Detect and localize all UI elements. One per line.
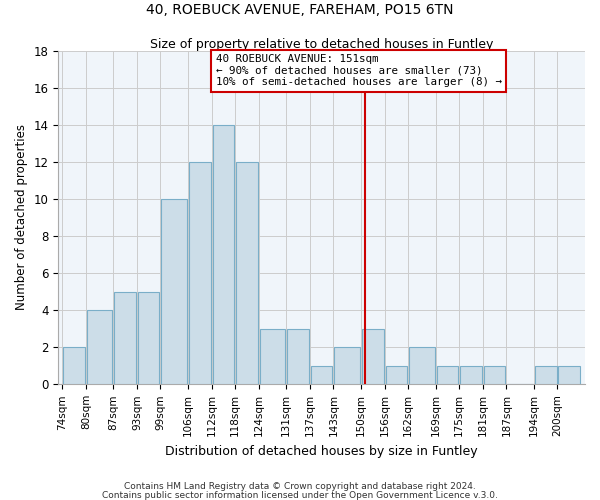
- Bar: [63, 347, 85, 385]
- Bar: [236, 162, 258, 384]
- Bar: [535, 366, 557, 384]
- Bar: [287, 328, 309, 384]
- Y-axis label: Number of detached properties: Number of detached properties: [15, 124, 28, 310]
- Bar: [260, 328, 285, 384]
- Bar: [484, 366, 505, 384]
- Bar: [386, 366, 407, 384]
- Bar: [212, 124, 234, 384]
- Text: Contains public sector information licensed under the Open Government Licence v.: Contains public sector information licen…: [102, 490, 498, 500]
- Bar: [334, 347, 360, 385]
- Text: 40 ROEBUCK AVENUE: 151sqm
← 90% of detached houses are smaller (73)
10% of semi-: 40 ROEBUCK AVENUE: 151sqm ← 90% of detac…: [215, 54, 502, 88]
- Bar: [559, 366, 580, 384]
- Bar: [114, 292, 136, 384]
- Bar: [437, 366, 458, 384]
- X-axis label: Distribution of detached houses by size in Funtley: Distribution of detached houses by size …: [166, 444, 478, 458]
- Text: Contains HM Land Registry data © Crown copyright and database right 2024.: Contains HM Land Registry data © Crown c…: [124, 482, 476, 491]
- Bar: [409, 347, 434, 385]
- Bar: [362, 328, 383, 384]
- Bar: [189, 162, 211, 384]
- Bar: [161, 199, 187, 384]
- Bar: [138, 292, 160, 384]
- Bar: [87, 310, 112, 384]
- Bar: [311, 366, 332, 384]
- Text: 40, ROEBUCK AVENUE, FAREHAM, PO15 6TN: 40, ROEBUCK AVENUE, FAREHAM, PO15 6TN: [146, 4, 454, 18]
- Bar: [460, 366, 482, 384]
- Title: Size of property relative to detached houses in Funtley: Size of property relative to detached ho…: [150, 38, 493, 51]
